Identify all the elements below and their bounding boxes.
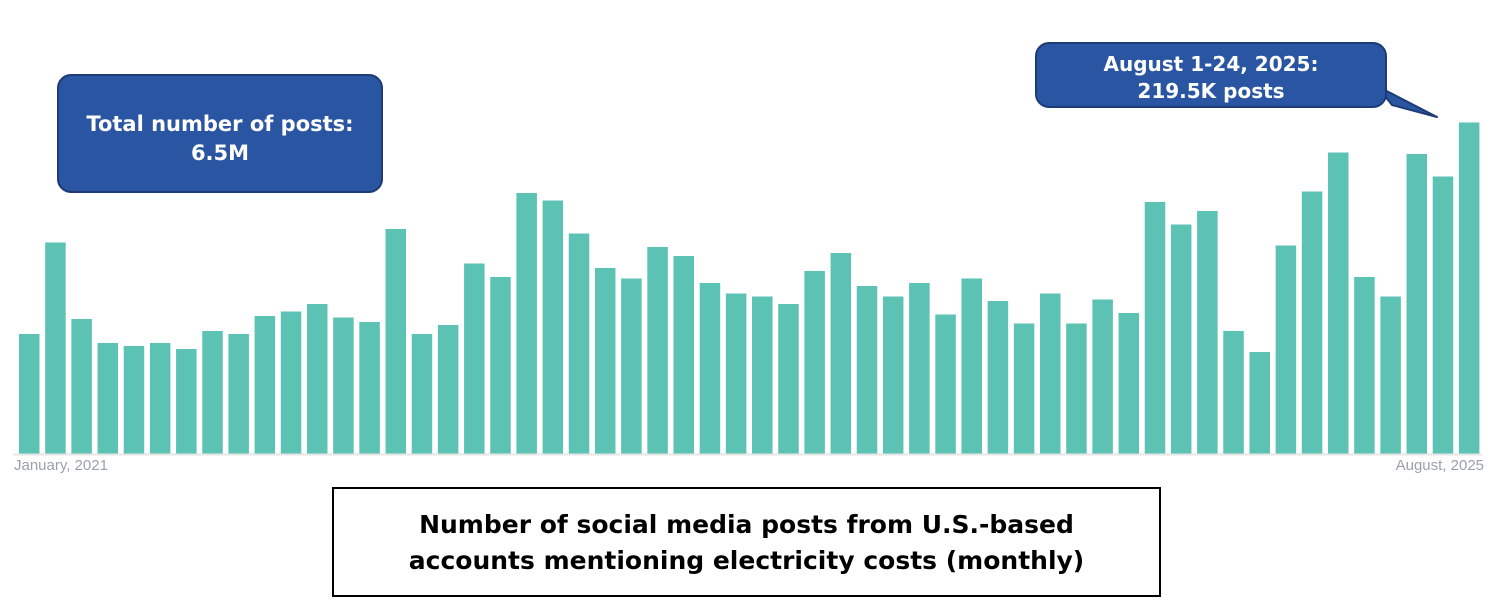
chart-title-box: Number of social media posts from U.S.-b… xyxy=(332,487,1161,597)
bar-month-31 xyxy=(804,271,825,454)
bar-month-55 xyxy=(1432,176,1454,454)
bar-month-47 xyxy=(1223,331,1244,454)
bar-month-44 xyxy=(1144,202,1166,454)
bar-month-18 xyxy=(464,263,485,454)
chart-title-line-1: Number of social media posts from U.S.-b… xyxy=(419,510,1074,539)
bar-month-52 xyxy=(1354,277,1375,454)
bar-month-34 xyxy=(882,296,904,454)
bar-month-21 xyxy=(542,200,564,454)
bar-month-56 xyxy=(1458,122,1480,454)
bar-month-37 xyxy=(961,278,982,454)
bar-month-28 xyxy=(725,293,747,454)
bar-month-42 xyxy=(1092,299,1113,454)
bar-month-15 xyxy=(385,229,407,454)
bar-month-27 xyxy=(699,283,721,454)
bar-month-50 xyxy=(1301,191,1323,454)
total-posts-callout: Total number of posts: 6.5M xyxy=(57,74,383,193)
latest-callout-label: August 1-24, 2025: xyxy=(1103,52,1319,76)
bar-month-4 xyxy=(97,343,119,454)
bar-month-48 xyxy=(1249,352,1270,454)
bar-month-30 xyxy=(778,304,799,454)
bar-month-39 xyxy=(1013,323,1035,454)
total-callout-value: 6.5M xyxy=(190,141,250,165)
bar-month-8 xyxy=(202,331,223,454)
bar-month-22 xyxy=(568,233,590,454)
bar-month-53 xyxy=(1380,296,1401,454)
bar-month-19 xyxy=(490,277,511,454)
bar-month-32 xyxy=(830,253,852,454)
bar-month-46 xyxy=(1197,211,1218,454)
total-callout-label: Total number of posts: xyxy=(86,112,354,136)
bar-month-6 xyxy=(149,343,171,454)
bar-month-1 xyxy=(19,334,40,454)
bar-month-7 xyxy=(176,349,197,454)
bar-month-41 xyxy=(1066,323,1087,454)
bars-group xyxy=(19,122,1480,454)
bar-month-35 xyxy=(909,283,930,454)
bar-month-11 xyxy=(280,311,302,454)
bar-month-20 xyxy=(516,193,537,454)
bar-month-3 xyxy=(71,319,92,454)
bar-month-51 xyxy=(1328,152,1349,454)
bar-month-5 xyxy=(123,346,145,454)
bar-month-54 xyxy=(1406,154,1428,454)
bar-month-24 xyxy=(621,278,642,454)
latest-callout-value: 219.5K posts xyxy=(1137,79,1285,103)
bar-month-13 xyxy=(333,317,354,454)
bar-month-2 xyxy=(45,242,66,454)
bar-month-43 xyxy=(1118,313,1140,454)
bar-month-40 xyxy=(1040,293,1061,454)
bar-month-9 xyxy=(228,334,249,454)
bar-month-25 xyxy=(647,247,668,454)
bar-month-23 xyxy=(594,268,616,454)
bar-month-33 xyxy=(856,286,878,454)
bar-month-14 xyxy=(359,322,380,454)
bar-month-29 xyxy=(752,296,773,454)
bar-month-38 xyxy=(987,301,1009,454)
x-axis-start-label: January, 2021 xyxy=(14,457,108,474)
bar-month-49 xyxy=(1275,245,1297,454)
bar-month-36 xyxy=(935,314,956,454)
bar-month-12 xyxy=(306,304,328,454)
chart-title-line-2: accounts mentioning electricity costs (m… xyxy=(408,546,1085,575)
bar-month-26 xyxy=(673,256,694,454)
bar-month-45 xyxy=(1170,224,1192,454)
x-axis-end-label: August, 2025 xyxy=(1395,457,1484,474)
latest-month-callout: August 1-24, 2025: 219.5K posts xyxy=(1035,42,1387,108)
bar-month-17 xyxy=(437,325,459,454)
bar-month-10 xyxy=(254,316,276,454)
bar-month-16 xyxy=(411,334,433,454)
